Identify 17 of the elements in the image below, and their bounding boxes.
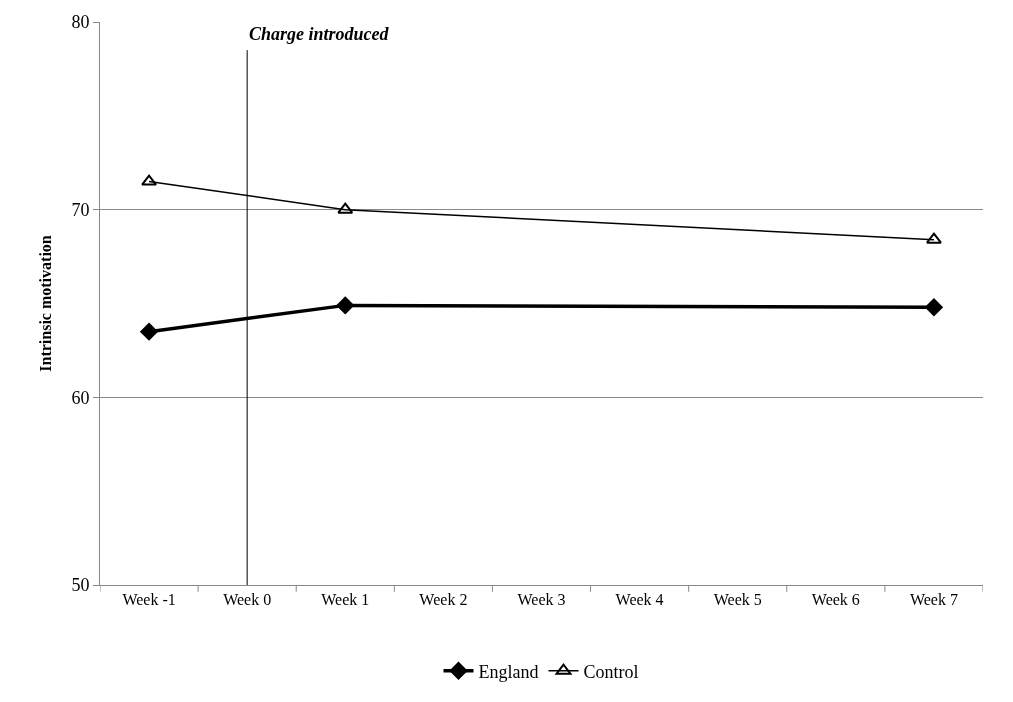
y-axis-title: Intrinsic motivation [37,235,55,372]
x-tick-label: Week 2 [419,591,468,609]
x-tick-label: Week 5 [713,591,762,609]
y-tick-label: 70 [71,199,90,220]
y-tick-label: 80 [71,12,90,33]
x-tick-label: Week 7 [909,591,958,609]
x-tick-label: Week 0 [223,591,272,609]
x-tick-label: Week 6 [811,591,860,609]
ref-line-label: Charge introduced [249,24,390,44]
x-tick-label: Week 3 [517,591,566,609]
x-tick-label: Week 1 [321,591,370,609]
x-tick-label: Week 4 [615,591,664,609]
legend-label: Control [583,661,639,682]
y-tick-label: 60 [71,387,90,408]
legend-label: England [478,661,539,682]
x-tick-label: Week -1 [122,591,176,609]
y-tick-label: 50 [71,575,90,596]
